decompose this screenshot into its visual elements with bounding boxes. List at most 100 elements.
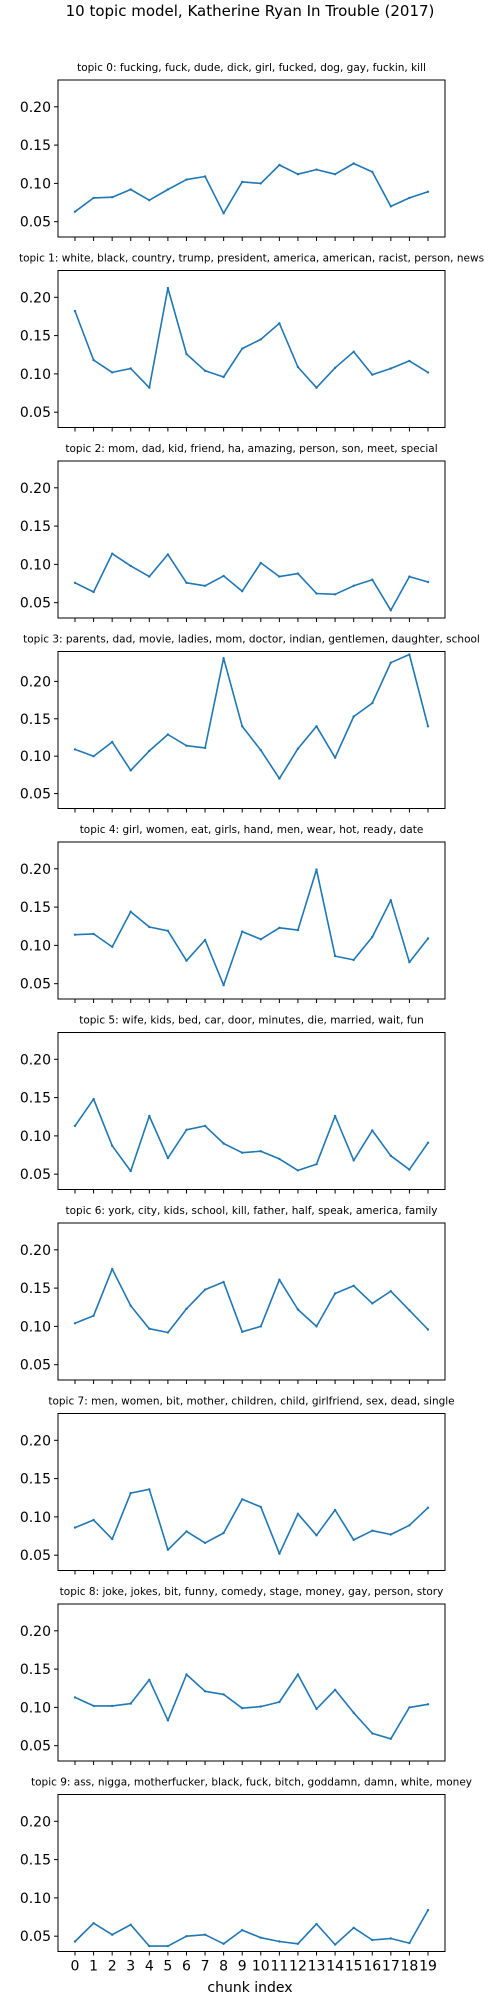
data-point: [426, 1141, 430, 1145]
data-point: [296, 1673, 300, 1676]
data-point: [92, 1704, 95, 1708]
data-point: [203, 746, 207, 750]
y-tick-label: 0.15: [20, 900, 51, 916]
y-tick-label: 0.20: [20, 862, 51, 878]
data-point: [129, 769, 132, 772]
y-tick-label: 0.10: [20, 557, 51, 573]
x-tick-label: 0: [71, 1959, 80, 1975]
data-point: [185, 352, 188, 356]
plot-frame: [57, 460, 446, 619]
data-point: [111, 371, 114, 374]
data-point: [222, 1142, 225, 1145]
data-point: [352, 958, 355, 962]
plot-frame: [57, 270, 446, 428]
y-tick-label: 0.15: [20, 1281, 51, 1297]
data-point: [241, 1498, 244, 1501]
data-point: [389, 1737, 392, 1741]
topic-panel-2: topic 2: mom, dad, kid, friend, ha, amaz…: [20, 443, 446, 622]
data-point: [203, 175, 207, 178]
y-tick-label: 0.10: [20, 749, 51, 765]
data-point: [426, 190, 430, 193]
data-point: [315, 168, 318, 171]
data-point: [371, 1938, 374, 1942]
data-point: [389, 1937, 392, 1940]
data-point: [222, 375, 225, 379]
data-point: [148, 749, 151, 753]
data-point: [166, 553, 170, 556]
data-point: [185, 1935, 188, 1938]
data-point: [185, 1673, 188, 1676]
series-line: [74, 287, 429, 389]
data-point: [371, 1732, 374, 1735]
x-tick-label: 1: [89, 1959, 98, 1975]
data-point: [296, 572, 300, 575]
data-point: [129, 1304, 132, 1307]
data-point: [148, 1114, 151, 1118]
data-point: [389, 661, 392, 664]
data-point: [166, 1331, 170, 1334]
y-tick-label: 0.05: [20, 1548, 51, 1564]
y-tick-label: 0.05: [20, 1929, 51, 1945]
panel-title: topic 2: mom, dad, kid, friend, ha, amaz…: [65, 443, 437, 455]
data-point: [148, 925, 151, 929]
data-point: [259, 561, 262, 565]
data-point: [111, 945, 114, 949]
y-tick-label: 0.20: [20, 1814, 51, 1830]
y-tick-label: 0.20: [20, 481, 51, 497]
y-tick-label: 0.15: [20, 519, 51, 535]
data-point: [333, 1292, 337, 1295]
topic-panel-9: topic 9: ass, nigga, motherfucker, black…: [20, 1777, 472, 1975]
y-tick-label: 0.05: [20, 405, 51, 421]
data-point: [73, 1526, 77, 1529]
data-point: [203, 1933, 207, 1936]
data-point: [408, 1706, 411, 1709]
data-point: [296, 1512, 300, 1516]
data-point: [148, 1678, 151, 1682]
data-point: [259, 1150, 262, 1153]
data-point: [389, 205, 392, 208]
x-tick-label: 19: [419, 1959, 437, 1975]
data-point: [241, 1151, 244, 1154]
data-point: [111, 1267, 114, 1271]
data-point: [426, 1703, 430, 1706]
topic-panel-1: topic 1: white, black, country, trump, p…: [19, 253, 484, 432]
data-point: [185, 581, 188, 584]
data-point: [73, 210, 77, 213]
x-tick-label: 2: [108, 1959, 117, 1975]
y-tick-label: 0.10: [20, 1319, 51, 1335]
y-tick-label: 0.15: [20, 712, 51, 728]
data-point: [166, 1156, 170, 1160]
y-tick-label: 0.10: [20, 176, 51, 192]
y-tick-label: 0.20: [20, 1433, 51, 1449]
x-tick-label: 17: [382, 1959, 400, 1975]
data-point: [333, 1943, 337, 1946]
topic-panel-5: topic 5: wife, kids, bed, car, door, min…: [20, 1015, 446, 1194]
topic-panel-0: topic 0: fucking, fuck, dude, dick, girl…: [20, 62, 446, 241]
x-tick-label: 10: [252, 1959, 270, 1975]
data-point: [315, 1707, 318, 1711]
y-tick-label: 0.05: [20, 1358, 51, 1374]
data-point: [259, 938, 262, 941]
data-point: [333, 593, 337, 596]
data-point: [333, 366, 337, 369]
series-line: [74, 552, 429, 612]
data-point: [371, 1129, 374, 1132]
data-point: [166, 1719, 170, 1722]
data-point: [92, 358, 95, 362]
x-tick-label: 9: [238, 1959, 247, 1975]
plot-frame: [57, 1032, 446, 1190]
data-point: [111, 1933, 114, 1936]
x-tick-label: 15: [345, 1959, 363, 1975]
data-point: [315, 386, 318, 389]
series-line: [74, 1268, 429, 1334]
topic-panel-4: topic 4: girl, women, eat, girls, hand, …: [20, 824, 446, 1003]
data-point: [148, 575, 151, 578]
data-point: [259, 1936, 262, 1939]
y-tick-label: 0.15: [20, 1662, 51, 1678]
data-point: [371, 935, 374, 939]
data-point: [371, 1529, 374, 1532]
data-point: [296, 928, 300, 932]
data-point: [352, 350, 355, 353]
data-point: [315, 725, 318, 728]
data-point: [315, 1163, 318, 1166]
